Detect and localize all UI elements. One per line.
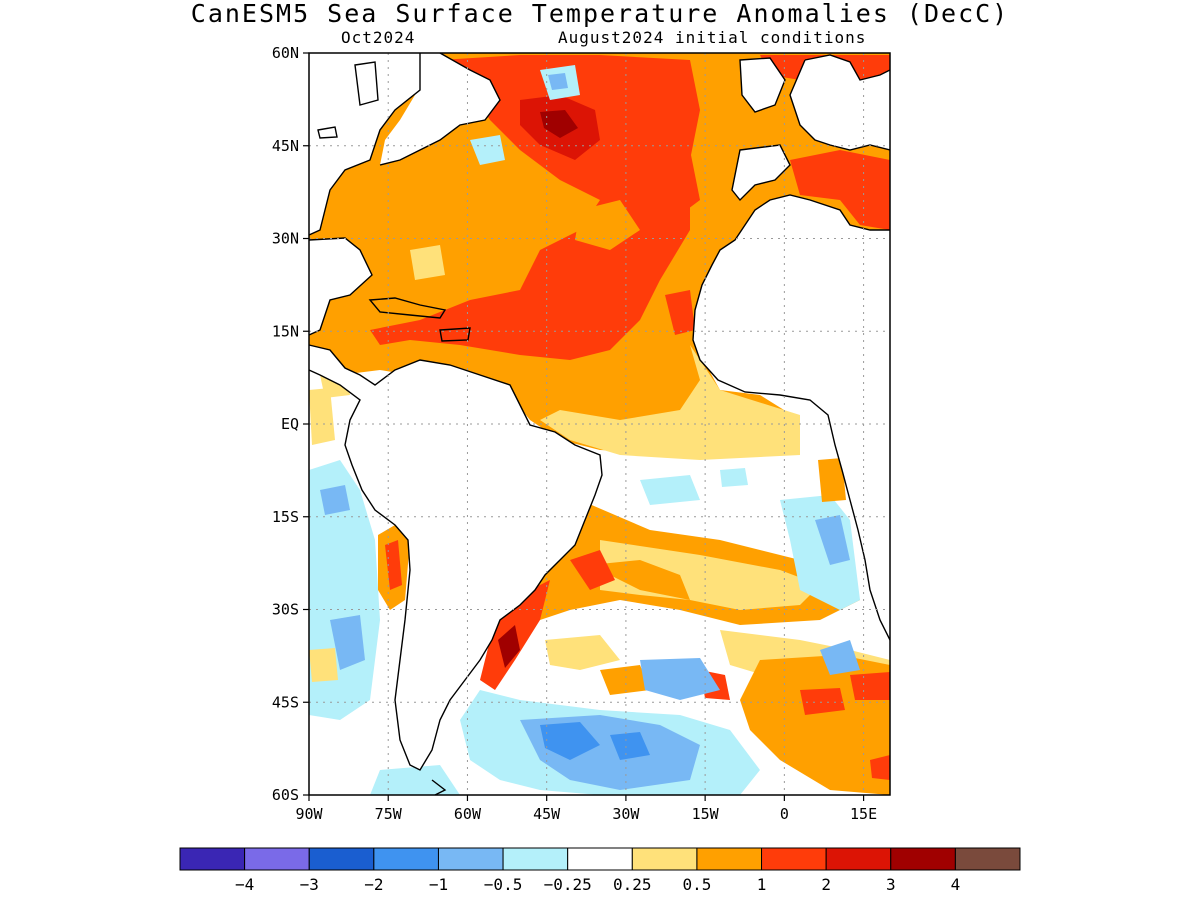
lat-tick-label: 15N bbox=[272, 322, 299, 340]
colorbar-swatch bbox=[825, 847, 892, 871]
lat-tick-label: 45S bbox=[272, 693, 299, 711]
lon-tick-label: 45W bbox=[533, 805, 561, 823]
lat-tick-label: EQ bbox=[281, 415, 299, 433]
colorbar-label: −0.25 bbox=[544, 875, 592, 894]
map-frame bbox=[308, 52, 891, 796]
colorbar-swatch bbox=[502, 847, 569, 871]
colorbar-label: 0.25 bbox=[613, 875, 652, 894]
anomaly-field bbox=[309, 53, 890, 795]
initial-conditions: August2024 initial conditions bbox=[558, 28, 867, 47]
colorbar-label: −0.5 bbox=[484, 875, 523, 894]
colorbar-swatch bbox=[954, 847, 1021, 871]
colorbar-label: 0.5 bbox=[682, 875, 711, 894]
lat-tick-label: 30S bbox=[272, 601, 299, 619]
colorbar-label: −2 bbox=[364, 875, 383, 894]
graticule bbox=[309, 53, 890, 795]
lon-tick-label: 30W bbox=[612, 805, 640, 823]
lat-tick-label: 60S bbox=[272, 786, 299, 804]
colorbar-swatch bbox=[373, 847, 439, 871]
colorbar-label: −1 bbox=[429, 875, 448, 894]
lon-tick-label: 15E bbox=[850, 805, 877, 823]
colorbar: −4 −3 −2 −1 −0.5 −0.25 0.25 0.5 1 2 3 4 bbox=[179, 847, 1021, 894]
colorbar-label: 1 bbox=[757, 875, 767, 894]
colorbar-swatch bbox=[761, 847, 827, 871]
colorbar-swatch bbox=[179, 847, 246, 871]
lat-tick-label: 15S bbox=[272, 508, 299, 526]
lon-tick-label: 15W bbox=[692, 805, 720, 823]
colorbar-swatch bbox=[890, 847, 956, 871]
colorbar-label: −4 bbox=[235, 875, 254, 894]
colorbar-swatch bbox=[567, 847, 633, 871]
forecast-month: Oct2024 bbox=[341, 28, 416, 47]
lat-tick-label: 45N bbox=[272, 137, 299, 155]
lat-tick-label: 30N bbox=[272, 230, 299, 248]
colorbar-label: 3 bbox=[886, 875, 896, 894]
colorbar-swatch bbox=[631, 847, 698, 871]
lon-tick-label: 90W bbox=[295, 805, 323, 823]
lon-tick-label: 0 bbox=[780, 805, 789, 823]
colorbar-label: −3 bbox=[300, 875, 319, 894]
coastlines bbox=[308, 52, 891, 796]
lon-tick-label: 60W bbox=[454, 805, 482, 823]
colorbar-swatch bbox=[244, 847, 310, 871]
colorbar-swatch bbox=[437, 847, 504, 871]
lat-tick-label: 60N bbox=[272, 44, 299, 62]
map-title: CanESM5 Sea Surface Temperature Anomalie… bbox=[190, 0, 1010, 28]
colorbar-swatch bbox=[308, 847, 375, 871]
colorbar-swatch bbox=[696, 847, 763, 871]
colorbar-label: 2 bbox=[821, 875, 831, 894]
colorbar-label: 4 bbox=[951, 875, 961, 894]
lon-tick-label: 75W bbox=[375, 805, 403, 823]
